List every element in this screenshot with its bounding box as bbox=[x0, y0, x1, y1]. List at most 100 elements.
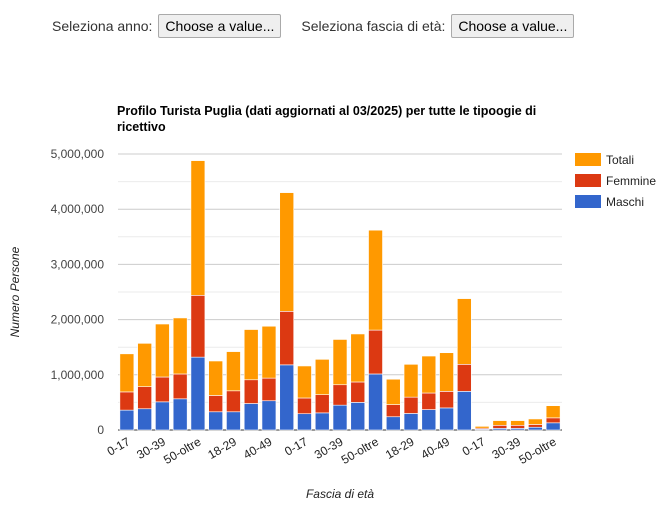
bar-femmine-3[interactable] bbox=[155, 376, 170, 403]
y-tick-label: 0 bbox=[97, 423, 104, 437]
bar-totali-18[interactable] bbox=[421, 355, 437, 394]
y-axis-title: Numero Persone bbox=[8, 246, 22, 337]
x-tick-label: 0-17 bbox=[282, 434, 310, 458]
bar-totali-25[interactable] bbox=[545, 405, 561, 419]
bar-femmine-8[interactable] bbox=[243, 379, 259, 404]
filter-controls: Seleziona anno: Choose a value... Selezi… bbox=[52, 14, 594, 38]
bar-totali-14[interactable] bbox=[350, 333, 366, 383]
bar-maschi-20[interactable] bbox=[457, 391, 472, 431]
x-tick-label: 50-oltre bbox=[516, 434, 559, 467]
bar-femmine-7[interactable] bbox=[226, 390, 241, 413]
bar-maschi-17[interactable] bbox=[403, 413, 419, 431]
bar-maschi-2[interactable] bbox=[137, 408, 152, 431]
bar-femmine-11[interactable] bbox=[297, 397, 312, 415]
bar-femmine-19[interactable] bbox=[439, 391, 454, 409]
x-tick-label: 50-oltre bbox=[161, 434, 204, 467]
bar-totali-16[interactable] bbox=[385, 378, 401, 405]
legend-label-totali: Totali bbox=[606, 153, 634, 167]
bar-totali-12[interactable] bbox=[314, 359, 330, 395]
bar-maschi-18[interactable] bbox=[421, 409, 437, 431]
bar-femmine-10[interactable] bbox=[279, 311, 295, 366]
bar-totali-23[interactable] bbox=[510, 420, 525, 426]
bar-totali-8[interactable] bbox=[243, 329, 259, 381]
chart-title-line-1: Profilo Turista Puglia (dati aggiornati … bbox=[117, 104, 536, 118]
legend-swatch-femmine bbox=[575, 174, 601, 187]
bar-totali-13[interactable] bbox=[332, 339, 348, 386]
bar-maschi-19[interactable] bbox=[439, 407, 454, 431]
chart-title-line-2: ricettivo bbox=[117, 120, 166, 134]
bar-totali-2[interactable] bbox=[137, 343, 152, 387]
bar-totali-10[interactable] bbox=[279, 192, 295, 312]
bar-totali-11[interactable] bbox=[297, 365, 312, 399]
bar-maschi-15[interactable] bbox=[368, 373, 383, 431]
bar-maschi-16[interactable] bbox=[385, 416, 401, 431]
bar-totali-15[interactable] bbox=[368, 229, 383, 331]
bar-totali-6[interactable] bbox=[208, 360, 223, 396]
bar-maschi-24[interactable] bbox=[528, 426, 543, 431]
bar-totali-21[interactable] bbox=[474, 426, 490, 429]
x-tick-label: 18-29 bbox=[383, 434, 417, 462]
bar-maschi-11[interactable] bbox=[297, 413, 312, 431]
bar-maschi-10[interactable] bbox=[279, 364, 295, 431]
bar-femmine-9[interactable] bbox=[261, 377, 277, 402]
bar-maschi-5[interactable] bbox=[190, 356, 206, 431]
bar-maschi-1[interactable] bbox=[119, 409, 135, 431]
bar-maschi-4[interactable] bbox=[172, 398, 188, 431]
bar-maschi-8[interactable] bbox=[243, 403, 259, 431]
bar-femmine-16[interactable] bbox=[385, 404, 401, 418]
bar-maschi-3[interactable] bbox=[155, 401, 170, 431]
bar-femmine-25[interactable] bbox=[545, 417, 561, 424]
bar-totali-3[interactable] bbox=[155, 323, 170, 378]
bar-femmine-4[interactable] bbox=[172, 373, 188, 400]
bar-femmine-12[interactable] bbox=[314, 394, 330, 414]
x-axis-title: Fascia di età bbox=[306, 487, 374, 501]
y-tick-label: 2,000,000 bbox=[51, 313, 105, 327]
bar-totali-22[interactable] bbox=[492, 420, 508, 426]
bar-maschi-9[interactable] bbox=[261, 400, 277, 431]
bar-totali-5[interactable] bbox=[190, 160, 206, 296]
x-tick-label: 0-17 bbox=[460, 434, 488, 458]
bar-femmine-24[interactable] bbox=[528, 424, 543, 428]
y-tick-label: 1,000,000 bbox=[51, 368, 105, 382]
bar-femmine-22[interactable] bbox=[492, 425, 508, 429]
bar-maschi-12[interactable] bbox=[314, 412, 330, 431]
bar-femmine-14[interactable] bbox=[350, 381, 366, 403]
bar-totali-17[interactable] bbox=[403, 364, 419, 398]
legend-label-maschi: Maschi bbox=[606, 195, 644, 209]
bar-femmine-18[interactable] bbox=[421, 392, 437, 410]
y-tick-label: 5,000,000 bbox=[51, 147, 105, 161]
bar-femmine-17[interactable] bbox=[403, 396, 419, 414]
bar-femmine-1[interactable] bbox=[119, 391, 135, 411]
bar-maschi-25[interactable] bbox=[545, 422, 561, 431]
bar-totali-1[interactable] bbox=[119, 353, 135, 393]
legend-label-femmine: Femmine bbox=[606, 174, 656, 188]
x-tick-label: 50-oltre bbox=[339, 434, 382, 467]
bar-maschi-14[interactable] bbox=[350, 402, 366, 431]
bar-totali-4[interactable] bbox=[172, 317, 188, 375]
bar-maschi-6[interactable] bbox=[208, 411, 223, 431]
x-tick-label: 40-49 bbox=[241, 434, 275, 462]
bar-maschi-13[interactable] bbox=[332, 404, 348, 431]
year-label: Seleziona anno: bbox=[52, 18, 153, 34]
bar-totali-9[interactable] bbox=[261, 325, 277, 379]
bar-femmine-15[interactable] bbox=[368, 329, 383, 375]
legend-swatch-maschi bbox=[575, 195, 601, 208]
y-tick-label: 4,000,000 bbox=[51, 202, 105, 216]
year-select[interactable]: Choose a value... bbox=[158, 14, 282, 38]
bar-maschi-7[interactable] bbox=[226, 411, 241, 431]
bar-totali-19[interactable] bbox=[439, 352, 454, 392]
bar-femmine-23[interactable] bbox=[510, 425, 525, 429]
legend-swatch-totali bbox=[575, 153, 601, 166]
age-select[interactable]: Choose a value... bbox=[451, 14, 575, 38]
bar-femmine-5[interactable] bbox=[190, 295, 206, 358]
bar-femmine-6[interactable] bbox=[208, 395, 223, 413]
x-tick-label: 0-17 bbox=[105, 434, 133, 458]
bar-femmine-20[interactable] bbox=[457, 364, 472, 392]
x-tick-label: 18-29 bbox=[205, 434, 239, 462]
bar-totali-7[interactable] bbox=[226, 351, 241, 392]
bar-totali-20[interactable] bbox=[457, 298, 472, 365]
bar-femmine-13[interactable] bbox=[332, 384, 348, 406]
bar-totali-24[interactable] bbox=[528, 418, 543, 425]
bar-femmine-2[interactable] bbox=[137, 386, 152, 410]
